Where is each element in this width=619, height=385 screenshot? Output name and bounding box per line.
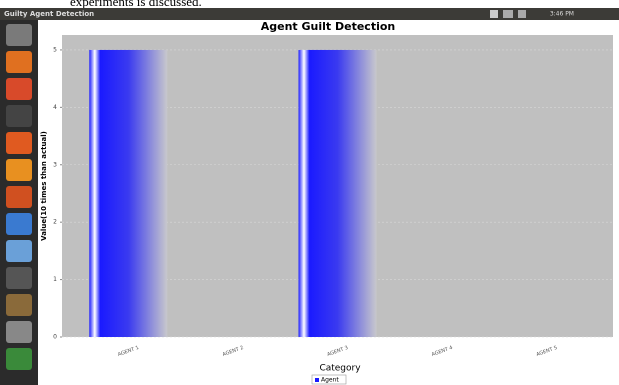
clock: 3:46 PM [550, 11, 574, 18]
y-axis-label: Value(10 times than actual) [40, 131, 48, 241]
tray-icon [490, 10, 498, 18]
y-tick-label: 3 [53, 161, 57, 168]
bar [89, 50, 167, 337]
tray-icon [518, 10, 526, 18]
legend-swatch [315, 378, 319, 382]
y-tick-label: 5 [53, 46, 57, 53]
chart-title: Agent Guilt Detection [261, 20, 396, 33]
page-text: experiments is discussed. [70, 0, 202, 9]
launcher-icon [6, 78, 32, 100]
y-tick-label: 1 [53, 276, 57, 283]
y-tick-label: 0 [53, 334, 57, 341]
launcher-icon [6, 51, 32, 73]
bar [299, 50, 377, 337]
legend-label: Agent [321, 377, 339, 384]
launcher-icon [6, 240, 32, 262]
launcher-icon [6, 105, 32, 127]
launcher-icon [6, 159, 32, 181]
launcher-icon [6, 186, 32, 208]
x-axis-label: Category [319, 364, 361, 374]
y-tick-label: 2 [53, 219, 57, 226]
launcher-icon [6, 213, 32, 235]
launcher-icon [6, 348, 32, 370]
launcher-icon [6, 132, 32, 154]
window-title: Guilty Agent Detection [4, 10, 94, 18]
tray-icon [503, 10, 513, 18]
launcher-icon [6, 267, 32, 289]
launcher-icon [6, 321, 32, 343]
launcher-icon [6, 24, 32, 46]
screen: experiments is discussed. Guilty Agent D… [0, 0, 619, 385]
launcher-icon [6, 294, 32, 316]
y-tick-label: 4 [53, 104, 57, 111]
